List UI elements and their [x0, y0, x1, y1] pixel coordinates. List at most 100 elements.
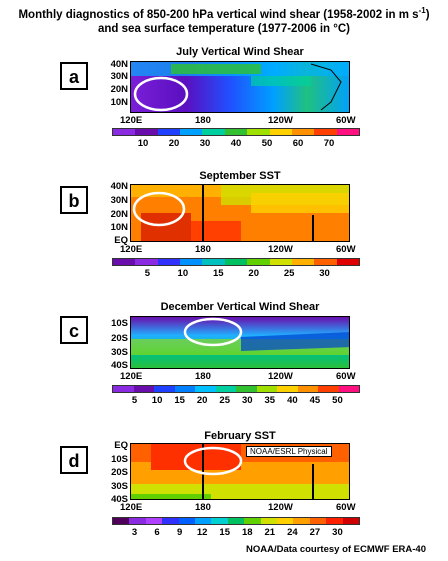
- panel-b-field: [131, 185, 349, 241]
- lat-label: 30S: [111, 347, 128, 358]
- title-line1-end: ): [425, 8, 430, 21]
- colorbar-swatch: [145, 518, 163, 524]
- lat-label: 40N: [110, 59, 128, 70]
- colorbar-tick-label: 20: [196, 395, 208, 406]
- colorbar-swatch: [293, 518, 310, 524]
- colorbar-swatch: [336, 129, 359, 135]
- colorbar-swatch: [297, 386, 318, 392]
- panel-a-field: [131, 62, 349, 112]
- colorbar-tick-label: 40: [287, 395, 298, 406]
- lon-label: 180: [195, 371, 211, 382]
- lon-label: 120E: [120, 371, 143, 382]
- title-superscript: -1: [418, 6, 426, 15]
- colorbar-tick-label: 30: [319, 268, 330, 279]
- credit-line: NOAA/Data courtesy of ECMWF ERA-40: [246, 544, 426, 555]
- lon-label: 120E: [120, 115, 143, 126]
- colorbar-swatch: [202, 259, 225, 265]
- colorbar-swatch: [195, 386, 216, 392]
- lat-label: 10N: [110, 97, 128, 108]
- colorbar-tick-label: 70: [323, 138, 335, 149]
- panel-c-field: [131, 317, 349, 368]
- colorbar-swatch: [260, 518, 278, 524]
- highlight-ellipse: [133, 76, 189, 112]
- panel-d-title: February SST: [204, 430, 276, 442]
- colorbar-swatch: [247, 129, 270, 135]
- colorbar-tick-label: 9: [176, 527, 183, 538]
- lat-label: 30S: [111, 481, 128, 492]
- colorbar-tick-label: 24: [287, 527, 298, 538]
- lat-label: 10S: [111, 318, 128, 329]
- colorbar-swatch: [314, 129, 337, 135]
- colorbar-tick-label: 25: [283, 268, 295, 279]
- colorbar-tick-label: 10: [177, 268, 189, 279]
- colorbar-swatch: [291, 129, 315, 135]
- lon-label: 180: [195, 502, 211, 513]
- panel-a-title: July Vertical Wind Shear: [176, 46, 304, 58]
- panel-c-map: [130, 316, 350, 369]
- lon-label: 180: [195, 115, 211, 126]
- colorbar-swatch: [178, 518, 196, 524]
- colorbar-swatch: [277, 518, 294, 524]
- colorbar-swatch: [247, 259, 270, 265]
- colorbar-swatch: [129, 518, 146, 524]
- panel-a-map: [130, 61, 350, 113]
- colorbar-tick-label: 15: [219, 527, 231, 538]
- colorbar-swatch: [269, 129, 292, 135]
- colorbar-tick-label: 18: [241, 527, 253, 538]
- colorbar-tick-label: 5: [131, 395, 138, 406]
- colorbar-tick-label: 5: [144, 268, 151, 279]
- colorbar-swatch: [326, 518, 343, 524]
- colorbar-tick-label: 50: [332, 395, 343, 406]
- colorbar-swatch: [318, 386, 339, 392]
- colorbar-tick-label: 45: [309, 395, 321, 406]
- colorbar-tick-label: 10: [151, 395, 163, 406]
- colorbar-swatch: [309, 518, 327, 524]
- colorbar-swatch: [202, 129, 225, 135]
- colorbar-swatch: [157, 129, 181, 135]
- lat-label: 10S: [111, 454, 128, 465]
- colorbar-swatch: [277, 386, 298, 392]
- colorbar-tick-label: 3: [131, 527, 138, 538]
- lon-label: 180: [195, 244, 211, 255]
- lat-label: 30N: [110, 71, 128, 82]
- colorbar-swatch: [133, 386, 154, 392]
- colorbar-tick-label: 40: [230, 138, 242, 149]
- colorbar-swatch: [174, 386, 195, 392]
- colorbar-swatch: [113, 518, 130, 524]
- colorbar-swatch: [180, 129, 203, 135]
- panel-b-title: September SST: [199, 170, 281, 182]
- colorbar-tick-label: 20: [168, 138, 180, 149]
- lon-label: 120E: [120, 502, 143, 513]
- colorbar-swatch: [162, 518, 179, 524]
- panel-a-label: a: [60, 62, 88, 90]
- panel-b-map: [130, 184, 350, 242]
- colorbar-swatch: [224, 129, 248, 135]
- colorbar-swatch: [154, 386, 175, 392]
- panel-b-label: b: [60, 186, 88, 214]
- lat-label: 20S: [111, 333, 128, 344]
- colorbar-tick-label: 10: [137, 138, 149, 149]
- colorbar-tick-label: 50: [261, 138, 273, 149]
- lat-label: 40N: [110, 181, 128, 192]
- colorbar-swatch: [291, 259, 315, 265]
- colorbar-tick-label: 12: [196, 527, 208, 538]
- lat-label: 40S: [111, 360, 128, 371]
- colorbar-tick-label: 25: [219, 395, 231, 406]
- colorbar-swatch: [227, 518, 245, 524]
- lon-label: 60W: [336, 502, 356, 513]
- highlight-ellipse: [132, 191, 186, 227]
- colorbar-tick-label: 30: [332, 527, 343, 538]
- panel-d-field: [131, 444, 349, 499]
- colorbar-swatch: [244, 518, 261, 524]
- colorbar-tick-label: 27: [309, 527, 321, 538]
- panel-a-colorbar: [112, 128, 360, 136]
- highlight-ellipse: [183, 317, 243, 347]
- colorbar-swatch: [269, 259, 292, 265]
- colorbar-swatch: [195, 518, 212, 524]
- source-watermark: NOAA/ESRL Physical: [246, 446, 332, 457]
- colorbar-swatch: [180, 259, 203, 265]
- lon-label: 60W: [336, 115, 356, 126]
- panel-d-colorbar: [112, 517, 360, 525]
- colorbar-swatch: [113, 259, 136, 265]
- colorbar-swatch: [157, 259, 181, 265]
